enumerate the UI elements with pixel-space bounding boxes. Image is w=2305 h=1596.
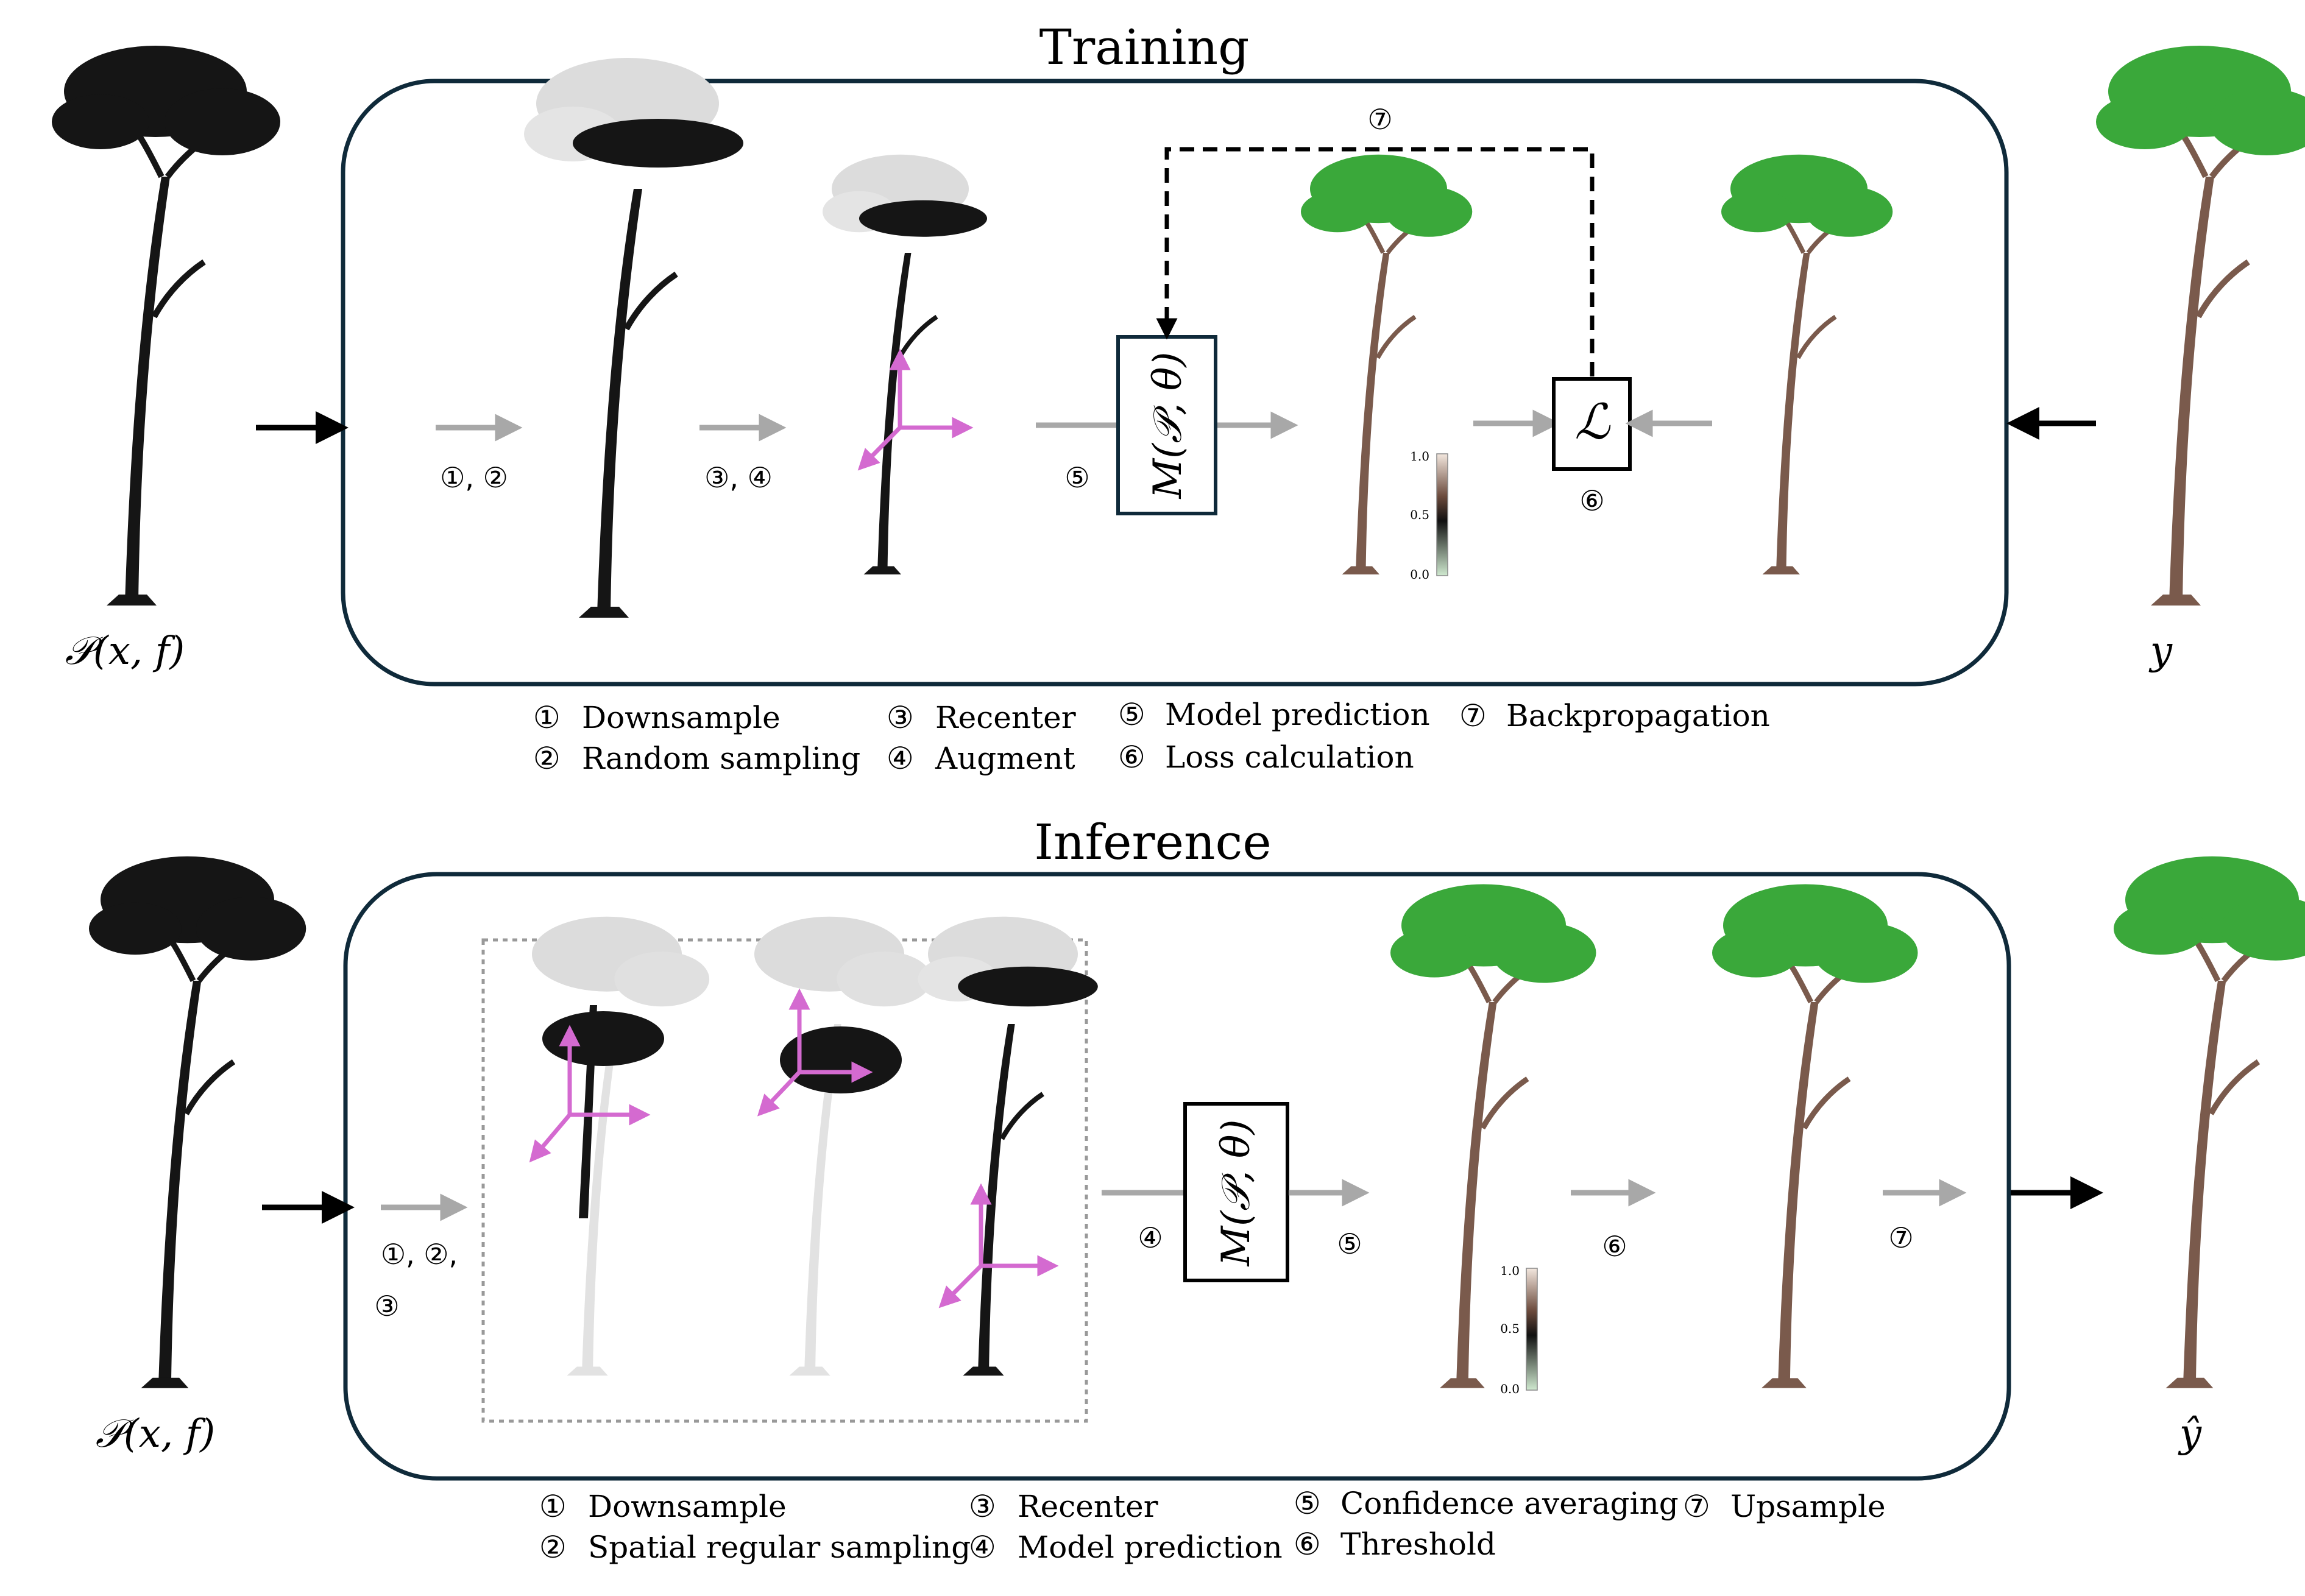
training-target-label: y — [2148, 629, 2173, 674]
training-target-tree — [2096, 46, 2305, 606]
downsampled-tree — [524, 58, 743, 618]
legend-item: ④ — [887, 741, 914, 776]
legend-item: ③ — [969, 1489, 996, 1524]
label-step-3-4: ③, ④ — [704, 461, 773, 494]
svg-text:0.0: 0.0 — [1410, 567, 1429, 582]
svg-text:1.0: 1.0 — [1500, 1263, 1520, 1278]
inference-title: Inference — [1034, 814, 1271, 870]
inference-label-step-7: ⑦ — [1888, 1221, 1913, 1254]
legend-text: Random sampling — [582, 741, 860, 776]
inference-output-tree — [2114, 856, 2305, 1388]
legend-item: ⑥ — [1118, 740, 1145, 775]
svg-text:0.5: 0.5 — [1500, 1321, 1520, 1336]
training-legend: ① Downsample ② Random sampling ③ Recente… — [533, 697, 1770, 776]
inference-label-step-1-2: ①, ②, — [381, 1238, 458, 1271]
axes-icon — [857, 348, 974, 471]
legend-text: Confidence averaging — [1340, 1486, 1679, 1521]
legend-item: ⑥ — [1294, 1527, 1321, 1562]
inference-input-label: 𝒫(x, f) — [96, 1411, 216, 1457]
svg-text:0.0: 0.0 — [1500, 1382, 1520, 1396]
inference-label-step-6: ⑥ — [1602, 1230, 1627, 1263]
inference-colorbar: 1.0 0.5 0.0 — [1500, 1263, 1538, 1396]
inference-label-step-4: ④ — [1138, 1221, 1163, 1254]
training-model-label: M(𝒫, θ) — [1145, 352, 1191, 500]
inference-model-label: M(𝒫, θ) — [1214, 1120, 1259, 1267]
inference-label-step-5: ⑤ — [1337, 1227, 1362, 1260]
inference-output-label: ŷ — [2178, 1411, 2202, 1457]
recentered-tree — [823, 155, 987, 574]
confidence-colorbar: 1.0 0.5 0.0 — [1410, 449, 1448, 582]
label-step-7: ⑦ — [1367, 103, 1392, 136]
legend-text: Augment — [935, 741, 1075, 776]
legend-text: Upsample — [1730, 1489, 1886, 1524]
label-step-1-2: ①, ② — [440, 461, 508, 494]
training-input-tree — [52, 46, 280, 606]
legend-text: Backpropagation — [1506, 698, 1770, 733]
legend-item: ② — [539, 1530, 567, 1565]
sample-tree-2 — [754, 916, 932, 1376]
label-step-5: ⑤ — [1064, 461, 1089, 494]
legend-text: Downsample — [588, 1489, 787, 1524]
sample-tree-1 — [529, 916, 710, 1376]
backpropagation-arrow — [1156, 147, 1595, 376]
label-tree — [1721, 155, 1893, 574]
thresholded-tree — [1712, 885, 1918, 1388]
legend-item: ⑤ — [1294, 1486, 1321, 1521]
legend-item: ① — [539, 1489, 567, 1524]
legend-item: ⑤ — [1118, 697, 1145, 732]
loss-box — [1552, 377, 1632, 471]
legend-text: Loss calculation — [1165, 740, 1414, 775]
inference-model-box — [1183, 1102, 1289, 1282]
legend-item: ① — [533, 700, 561, 735]
legend-text: Recenter — [1018, 1489, 1158, 1524]
label-step-6: ⑥ — [1579, 484, 1604, 517]
legend-item: ④ — [969, 1530, 996, 1565]
legend-text: Threshold — [1340, 1527, 1496, 1562]
legend-item: ⑦ — [1683, 1489, 1710, 1524]
sample-tree-3 — [918, 917, 1098, 1376]
legend-text: Downsample — [582, 700, 781, 735]
legend-text: Model prediction — [1018, 1530, 1283, 1565]
legend-item: ③ — [887, 700, 914, 735]
training-title: Training — [1039, 19, 1250, 76]
inference-input-tree — [89, 856, 306, 1388]
averaged-confidence-tree — [1390, 885, 1596, 1388]
svg-text:1.0: 1.0 — [1410, 449, 1429, 464]
inference-panel — [343, 872, 2011, 1481]
svg-text:0.5: 0.5 — [1410, 507, 1429, 522]
training-panel — [341, 79, 2009, 687]
legend-item: ⑦ — [1459, 698, 1487, 733]
inference-legend: ① Downsample ② Spatial regular sampling … — [539, 1486, 1886, 1565]
sampling-box — [481, 938, 1088, 1423]
inference-label-step-3: ③ — [374, 1290, 399, 1322]
legend-item: ② — [533, 741, 561, 776]
legend-text: Spatial regular sampling — [588, 1530, 971, 1565]
training-input-label: 𝒫(x, f) — [65, 629, 185, 674]
legend-text: Recenter — [935, 700, 1076, 735]
legend-text: Model prediction — [1165, 697, 1430, 732]
loss-label: ℒ — [1574, 394, 1610, 450]
